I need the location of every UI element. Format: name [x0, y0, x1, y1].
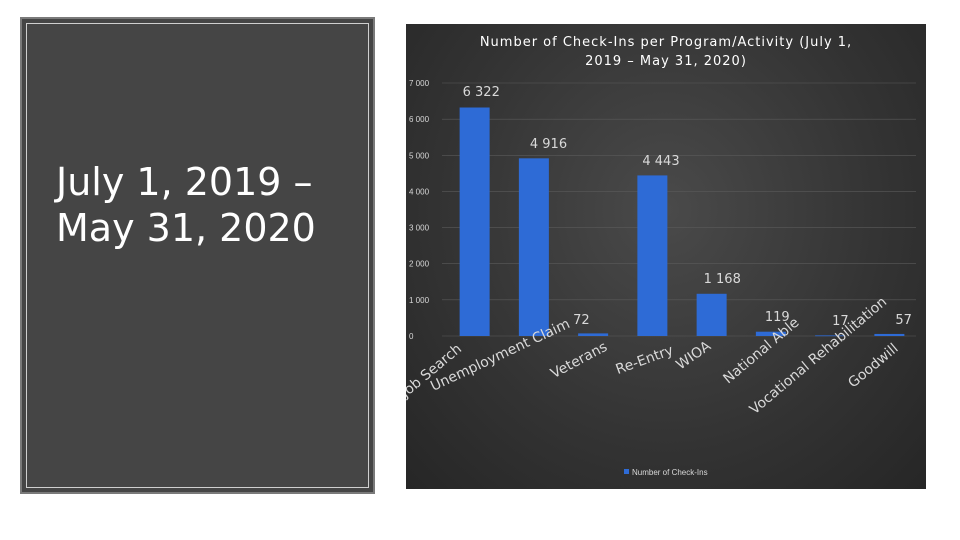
- y-axis-ticks: 0 1 000 2 000 3 000 4 000 5 000 6 000 7 000: [409, 79, 430, 341]
- chart-title-line-1: Number of Check-Ins per Program/Activity…: [480, 35, 852, 50]
- y-tick-label: 5 000: [409, 151, 430, 160]
- gridlines: [442, 82, 916, 337]
- bar-8: [874, 333, 905, 336]
- data-labels: 6 322 4 916 72 4 443 1 168 119 17 57: [463, 85, 912, 329]
- y-tick-label: 3 000: [409, 224, 430, 233]
- y-tick-label: 6 000: [409, 115, 430, 124]
- data-label-5: 1 168: [704, 272, 741, 287]
- bar-chart: Number of Check-Ins per Program/Activity…: [406, 24, 926, 489]
- category-label-8: Goodwill: [845, 341, 901, 392]
- chart-canvas: Number of Check-Ins per Program/Activity…: [406, 35, 916, 477]
- chart-title-line-2: 2019 – May 31, 2020): [585, 54, 747, 69]
- y-tick-label: 7 000: [409, 79, 430, 88]
- bars: [459, 107, 905, 337]
- bar-6: [755, 331, 786, 336]
- bar-7: [815, 335, 846, 337]
- legend-swatch: [624, 469, 629, 474]
- data-label-1: 6 322: [463, 85, 500, 100]
- date-range-line-2: May 31, 2020: [56, 206, 316, 250]
- data-label-3: 72: [573, 313, 590, 328]
- date-range-heading: July 1, 2019 – May 31, 2020: [56, 159, 366, 251]
- y-tick-label: 0: [409, 332, 414, 341]
- data-label-8: 57: [895, 313, 912, 328]
- y-tick-label: 1 000: [409, 296, 430, 305]
- data-label-2: 4 916: [530, 137, 567, 152]
- bar-3: [578, 333, 609, 336]
- data-label-7: 17: [832, 314, 849, 329]
- bar-4: [637, 175, 668, 336]
- legend-label: Number of Check-Ins: [632, 468, 708, 477]
- data-label-4: 4 443: [642, 154, 679, 169]
- category-label-3: Veterans: [548, 339, 610, 382]
- bar-2: [518, 158, 549, 336]
- bar-1: [459, 107, 490, 337]
- bar-5: [696, 293, 727, 336]
- date-range-line-1: July 1, 2019 –: [56, 160, 313, 204]
- title-panel: July 1, 2019 – May 31, 2020: [20, 17, 375, 494]
- y-tick-label: 2 000: [409, 260, 430, 269]
- data-label-6: 119: [765, 310, 790, 325]
- legend: Number of Check-Ins: [624, 468, 708, 477]
- y-tick-label: 4 000: [409, 187, 430, 196]
- title-panel-border: [26, 23, 369, 488]
- category-label-4: Re-Entry: [614, 342, 676, 378]
- category-label-5: WIOA: [673, 338, 714, 373]
